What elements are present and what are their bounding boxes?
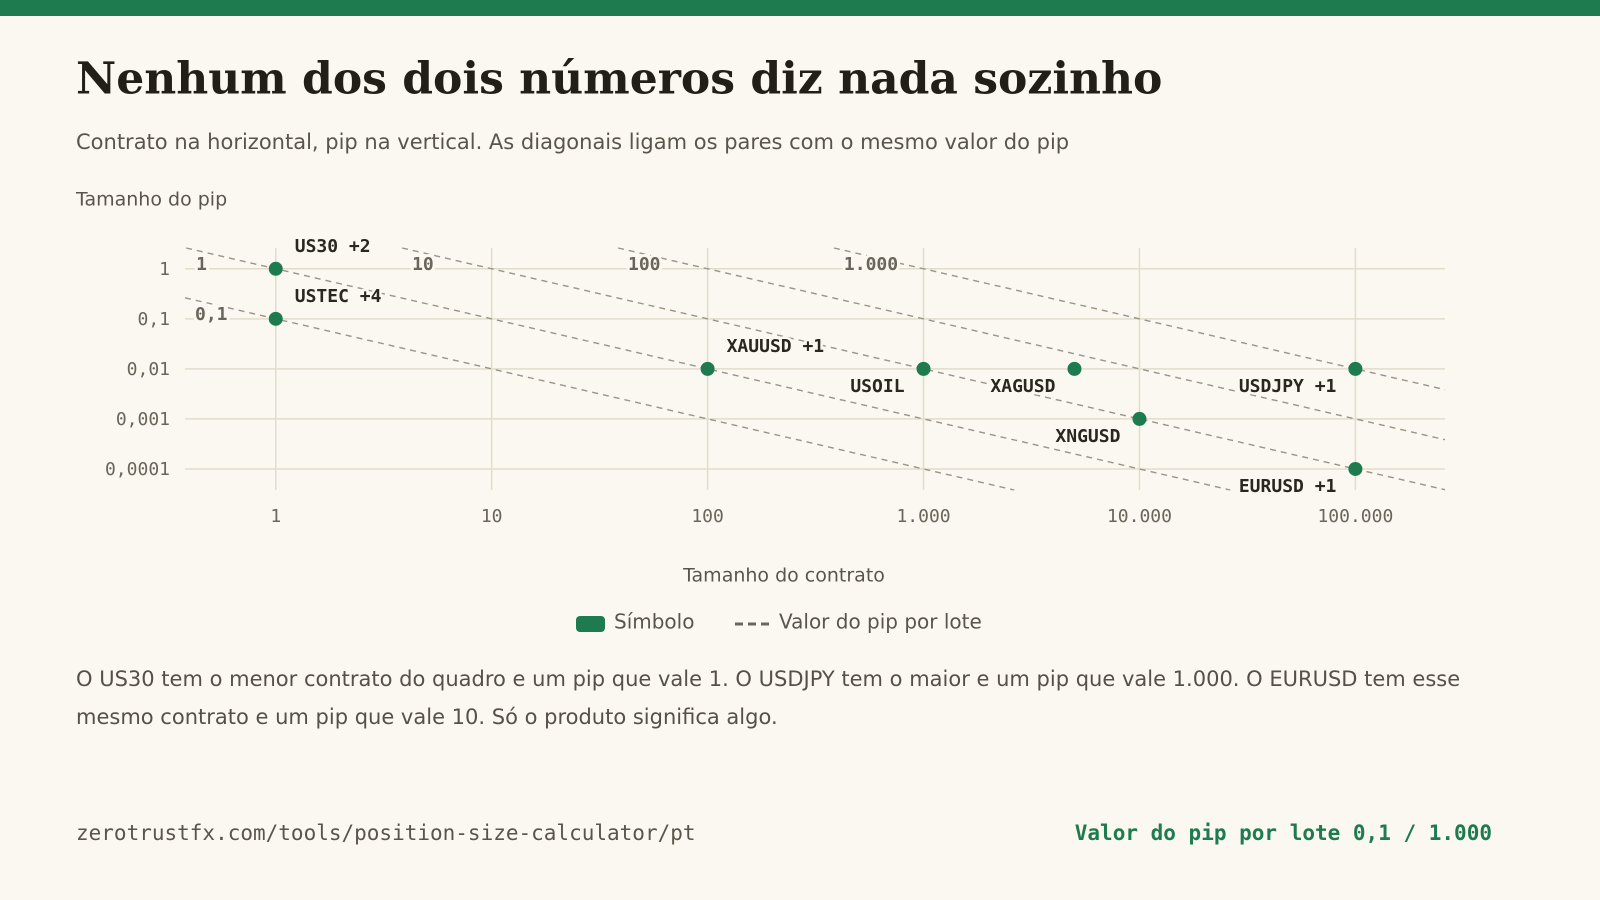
x-tick-label: 1.000 (896, 506, 950, 527)
x-tick-label: 1 (270, 506, 281, 527)
point (1348, 361, 1363, 376)
reference-line (401, 247, 1446, 491)
x-tick-label: 10 (481, 506, 503, 527)
grid (185, 248, 1445, 490)
point-label: USTEC +4 (295, 286, 382, 307)
point-label: XAUUSD +1 (727, 336, 825, 357)
legend-label: Símbolo (614, 610, 694, 634)
x-tick-label: 10.000 (1107, 506, 1172, 527)
point (700, 361, 715, 376)
point (1132, 411, 1147, 426)
point (1348, 461, 1363, 476)
top-bar (0, 0, 1600, 16)
legend-label: Valor do pip por lote (779, 610, 982, 634)
point-label: US30 +2 (295, 236, 371, 257)
y-tick-label: 0,01 (127, 359, 170, 380)
point-label: XAGUSD (990, 376, 1055, 397)
x-tick-label: 100 (691, 506, 724, 527)
y-tick-label: 0,001 (116, 409, 170, 430)
point-label: EURUSD +1 (1239, 476, 1337, 497)
footer-url: zerotrustfx.com/tools/position-size-calc… (76, 821, 696, 845)
point (268, 311, 283, 326)
note: O US30 tem o menor contrato do quadro e … (76, 667, 1461, 729)
y-tick-label: 1 (159, 259, 170, 280)
series: US30 +2 USTEC +4 XAUUSD +1 USOIL XAGUSD XNGUS… (268, 233, 1363, 499)
reference-line (617, 247, 1446, 441)
y-tick-label: 0,0001 (105, 459, 170, 480)
point (1067, 361, 1082, 376)
reference-line (184, 297, 1015, 491)
legend-swatch (576, 616, 605, 632)
point (268, 261, 283, 276)
reference-line-label: 1 (196, 254, 207, 275)
y-tick-label: 0,1 (137, 309, 170, 330)
reference-line (833, 247, 1446, 391)
point-label: USDJPY +1 (1239, 376, 1337, 397)
reference-line-label: 1.000 (844, 254, 898, 275)
point-label: USOIL (850, 376, 904, 397)
point-label: XNGUSD (1055, 426, 1120, 447)
reference-line-label: 0,1 (195, 304, 228, 325)
chart-subtitle: Contrato na horizontal, pip na vertical.… (76, 130, 1069, 154)
reference-line-label: 100 (628, 254, 661, 275)
footer-note: Valor do pip por lote 0,1 / 1.000 (1075, 821, 1492, 845)
chart-title: Nenhum dos dois números diz nada sozinho (76, 54, 1162, 105)
x-tick-label: 100.000 (1317, 506, 1393, 527)
point (916, 361, 931, 376)
reference-lines: 0,1 1 10 100 1.000 (184, 247, 1446, 491)
reference-line (185, 247, 1231, 491)
x-axis-label: Tamanho do contrato (682, 565, 885, 587)
y-axis-label: Tamanho do pip (75, 189, 227, 211)
legend: Símbolo Valor do pip por lote (576, 610, 982, 634)
reference-line-label: 10 (412, 254, 434, 275)
